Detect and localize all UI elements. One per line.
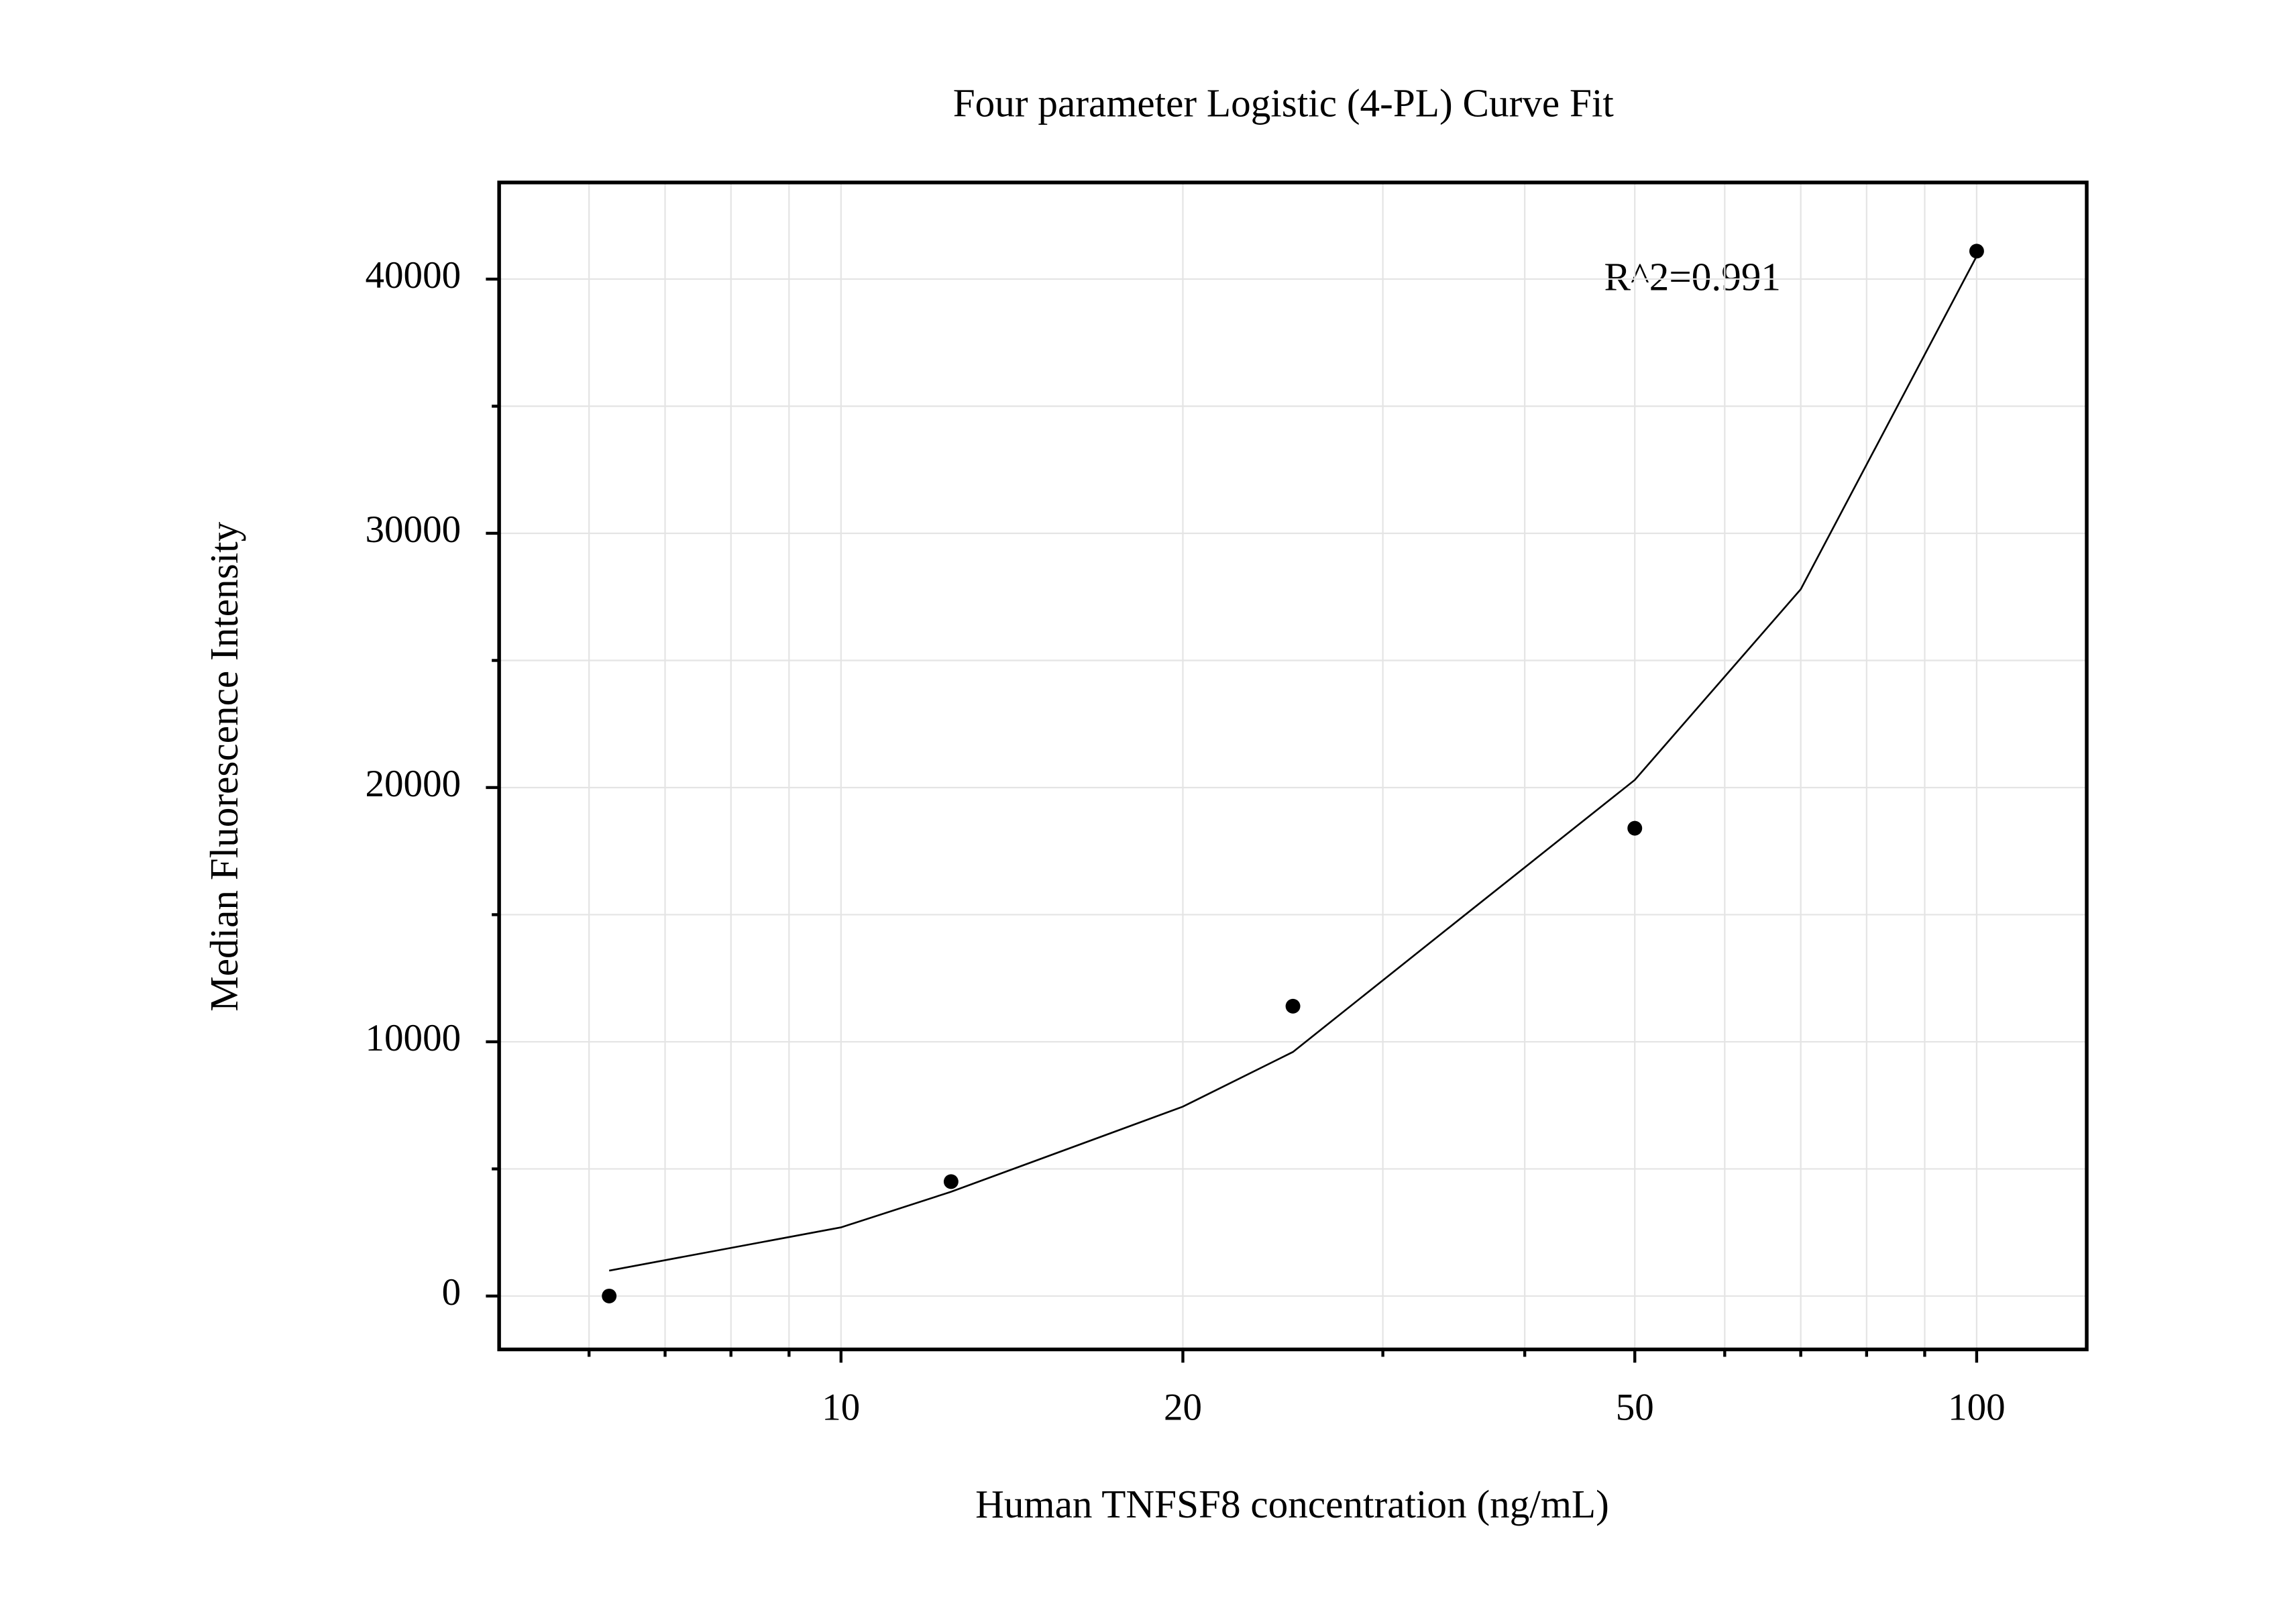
- x-axis-label: Human TNFSF8 concentration (ng/mL): [975, 1482, 1609, 1526]
- data-point: [1627, 820, 1643, 836]
- data-point: [1285, 998, 1301, 1014]
- data-point: [1969, 244, 1984, 259]
- plot-frame: [497, 180, 2089, 1352]
- x-tick-label: 50: [1616, 1387, 1654, 1429]
- y-tick-label: 20000: [366, 763, 461, 805]
- y-tick-label: 40000: [366, 254, 461, 297]
- y-tick-label: 30000: [366, 509, 461, 551]
- annotation: R^2=0.991: [1604, 255, 1782, 299]
- y-axis-label: Median Fluorescence Intensity: [202, 521, 246, 1012]
- fit-curve: [608, 256, 1978, 1272]
- data-point: [602, 1288, 617, 1303]
- y-tick-label: 10000: [366, 1017, 461, 1059]
- chart-title: Four parameter Logistic (4-PL) Curve Fit: [953, 81, 1615, 125]
- x-tick-label: 10: [822, 1387, 860, 1429]
- data-point: [943, 1174, 959, 1189]
- x-tick-label: 100: [1948, 1387, 2006, 1429]
- x-tick-label: 20: [1164, 1387, 1202, 1429]
- y-tick-label: 0: [442, 1271, 461, 1314]
